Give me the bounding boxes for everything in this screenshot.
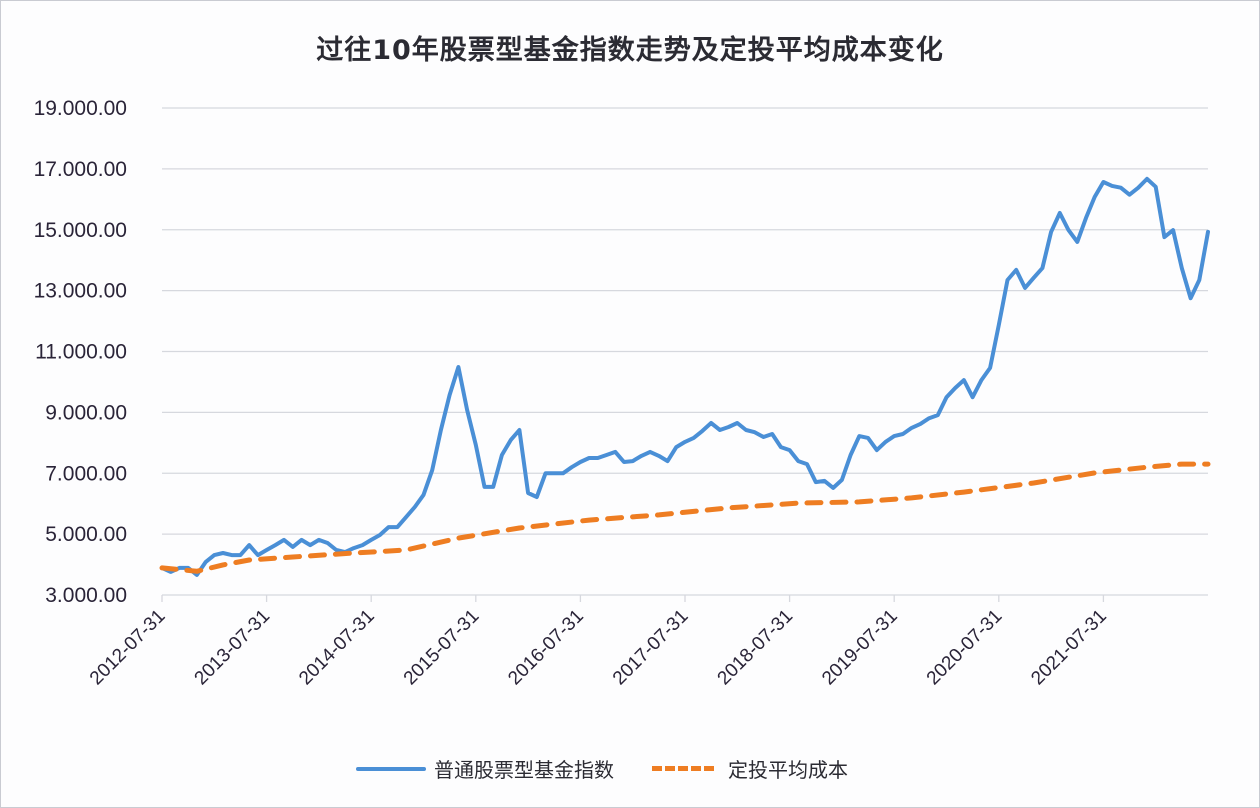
x-tick-label: 2015-07-31: [400, 606, 484, 690]
legend-label-fund-index: 普通股票型基金指数: [434, 758, 614, 782]
x-axis: 2012-07-31 2013-07-31 2014-07-31 2015-07-31…: [86, 595, 1111, 689]
y-axis-tick-labels: 3.000.00 5.000.00 7.000.00 9.000.00 11.000.0…: [34, 97, 127, 607]
x-tick-label: 2014-07-31: [295, 606, 379, 690]
x-tick-label: 2012-07-31: [86, 606, 170, 690]
y-tick-label: 9.000.00: [45, 401, 127, 424]
legend-swatch-dashed-line: [652, 766, 714, 771]
y-tick-label: 5.000.00: [45, 523, 127, 546]
legend-label-avg-cost: 定投平均成本: [728, 758, 848, 782]
series-line-fund-index: [160, 176, 1210, 577]
y-tick-label: 15.000.00: [34, 219, 127, 242]
series-line-avg-cost: [159, 461, 1211, 574]
x-tick-label: 2018-07-31: [714, 606, 798, 690]
x-tick-label: 2017-07-31: [609, 606, 693, 690]
y-tick-label: 13.000.00: [34, 280, 127, 303]
x-tick-label: 2016-07-31: [504, 606, 588, 690]
y-tick-label: 17.000.00: [34, 158, 127, 181]
x-tick-label: 2021-07-31: [1027, 606, 1111, 690]
data-series: [159, 176, 1211, 577]
chart-title: 过往10年股票型基金指数走势及定投平均成本变化: [316, 35, 944, 66]
x-tick-label: 2020-07-31: [923, 606, 1007, 690]
x-tick-label: 2019-07-31: [818, 606, 902, 690]
legend-item-fund-index: 普通股票型基金指数: [356, 754, 614, 783]
gridlines: [162, 107, 1208, 596]
y-tick-label: 7.000.00: [45, 462, 127, 485]
y-tick-label: 19.000.00: [34, 97, 127, 120]
x-tick-label: 2013-07-31: [191, 606, 275, 690]
legend-swatch-solid-line: [356, 766, 426, 771]
y-tick-label: 11.000.00: [35, 341, 127, 364]
legend-item-avg-cost: 定投平均成本: [652, 754, 848, 783]
legend: 普通股票型基金指数 定投平均成本: [356, 754, 886, 783]
y-tick-label: 3.000.00: [45, 584, 127, 607]
